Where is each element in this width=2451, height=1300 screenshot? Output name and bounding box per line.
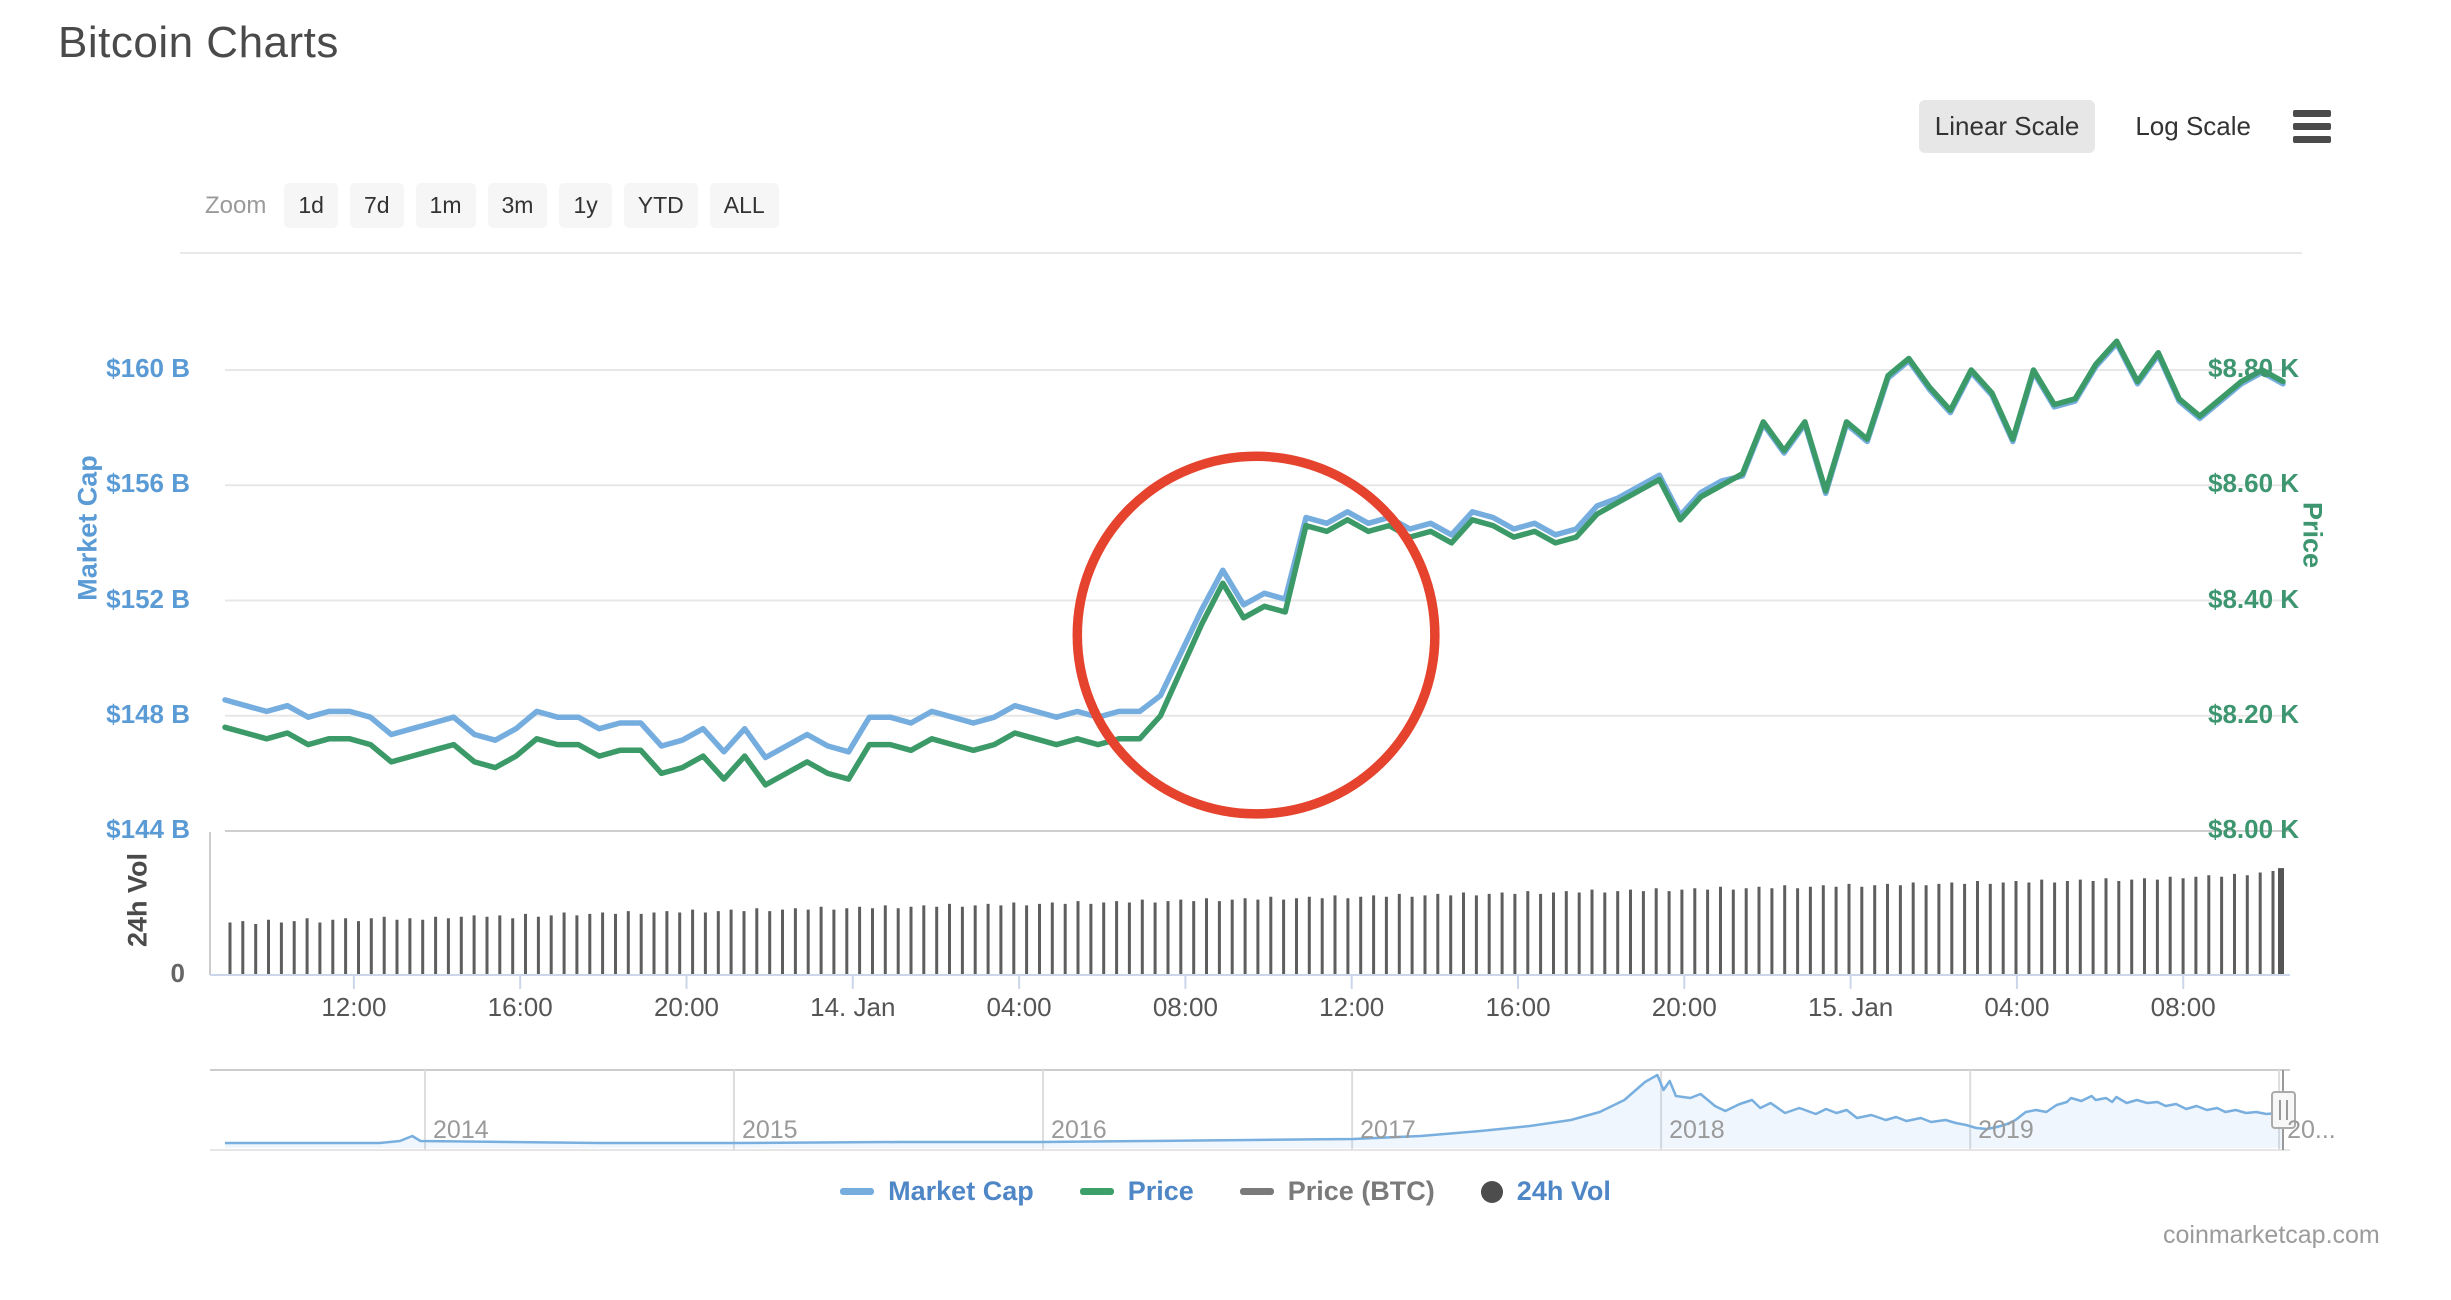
zoom-toolbar: Zoom 1d 7d 1m 3m 1y YTD ALL: [205, 183, 779, 228]
price-line: [222, 338, 2286, 788]
navigator-year-label: 2016: [1051, 1116, 1107, 1144]
navigator-year-label: 20...: [2287, 1116, 2336, 1144]
x-axis-label: 08:00: [1152, 992, 1218, 1022]
log-scale-button[interactable]: Log Scale: [2119, 100, 2267, 153]
price-axis-label: $8.40 K: [2208, 583, 2300, 614]
x-axis-label: 08:00: [2150, 992, 2216, 1022]
legend-item-price[interactable]: Price: [1079, 1176, 1194, 1207]
navigator-year-label: 2017: [1360, 1116, 1416, 1144]
zoom-button-all[interactable]: ALL: [709, 183, 779, 228]
linear-scale-button[interactable]: Linear Scale: [1918, 100, 2096, 153]
legend-line-marker: [1239, 1188, 1274, 1195]
x-axis-label: 20:00: [653, 992, 720, 1022]
zoom-button-1y[interactable]: 1y: [559, 183, 612, 228]
navigator-line: [225, 1073, 2284, 1145]
chart-context-menu-icon[interactable]: [2291, 108, 2333, 145]
x-axis-label: 04:00: [1984, 992, 2050, 1022]
volume-axis-title: 24h Vol: [122, 852, 153, 948]
x-axis-label: 12:00: [321, 992, 387, 1022]
x-axis-label: 16:00: [487, 992, 553, 1022]
navigator-year-label: 2014: [433, 1116, 489, 1144]
navigator-year-label: 2018: [1669, 1116, 1725, 1144]
price-axis-label: $8.80 K: [2208, 353, 2300, 383]
x-axis-label: 20:00: [1651, 992, 1717, 1022]
legend-circle-marker: [1480, 1180, 1503, 1203]
navigator-area: [225, 1075, 2283, 1148]
x-axis-label: 16:00: [1485, 992, 1551, 1022]
legend-item-label: Price (BTC): [1287, 1176, 1435, 1206]
navigator-handle[interactable]: [2271, 1091, 2296, 1129]
market-cap-axis-label: $160 B: [106, 353, 190, 383]
x-axis-label: 04:00: [986, 992, 1052, 1022]
x-axis-label: 12:00: [1319, 992, 1385, 1022]
watermark: coinmarketcap.com: [2163, 1221, 2380, 1249]
zoom-button-1d[interactable]: 1d: [284, 183, 338, 228]
zoom-button-3m[interactable]: 3m: [487, 183, 548, 228]
toolbar-divider: [180, 252, 2302, 254]
legend-item-24h-vol[interactable]: 24h Vol: [1480, 1176, 1611, 1207]
zoom-label: Zoom: [205, 191, 267, 219]
legend-line-marker: [840, 1188, 875, 1195]
price-axis-label: $8.60 K: [2208, 468, 2300, 499]
market-cap-axis-label: $152 B: [106, 583, 190, 614]
price-axis-title: Price: [2297, 501, 2328, 569]
volume-zero-label: 0: [170, 958, 185, 988]
scale-toggle: Linear Scale Log Scale: [1918, 100, 2333, 153]
zoom-button-7d[interactable]: 7d: [349, 183, 404, 228]
market-cap-axis-label: $156 B: [106, 468, 190, 499]
chart-legend: Market Cap Price Price (BTC) 24h Vol: [0, 1176, 2451, 1207]
market-cap-axis-title: Market Cap: [72, 455, 103, 601]
legend-item-label: Price: [1127, 1176, 1194, 1206]
zoom-button-ytd[interactable]: YTD: [623, 183, 698, 228]
zoom-buttons: 1d 7d 1m 3m 1y YTD ALL: [284, 183, 779, 228]
x-axis-label: 15. Jan: [1807, 992, 1894, 1022]
page-title: Bitcoin Charts: [58, 18, 339, 67]
legend-item-market-cap[interactable]: Market Cap: [840, 1176, 1034, 1207]
market-cap-axis-label: $148 B: [106, 698, 190, 729]
zoom-button-1m[interactable]: 1m: [415, 183, 476, 228]
legend-item-label: Market Cap: [888, 1176, 1034, 1206]
navigator-year-label: 2019: [1978, 1116, 2034, 1144]
x-axis-label: 14. Jan: [810, 992, 896, 1022]
market-cap-line: [222, 340, 2286, 761]
navigator-year-label: 2015: [741, 1116, 798, 1144]
volume-bars: [228, 871, 2275, 974]
legend-item-label: 24h Vol: [1516, 1176, 1611, 1206]
market-cap-axis-label: $144 B: [106, 814, 190, 844]
legend-item-price-btc-[interactable]: Price (BTC): [1239, 1176, 1435, 1207]
legend-line-marker: [1079, 1188, 1114, 1195]
price-axis-label: $8.20 K: [2208, 698, 2300, 729]
price-axis-label: $8.00 K: [2208, 814, 2300, 844]
highlight-circle-annotation: [1072, 451, 1440, 819]
